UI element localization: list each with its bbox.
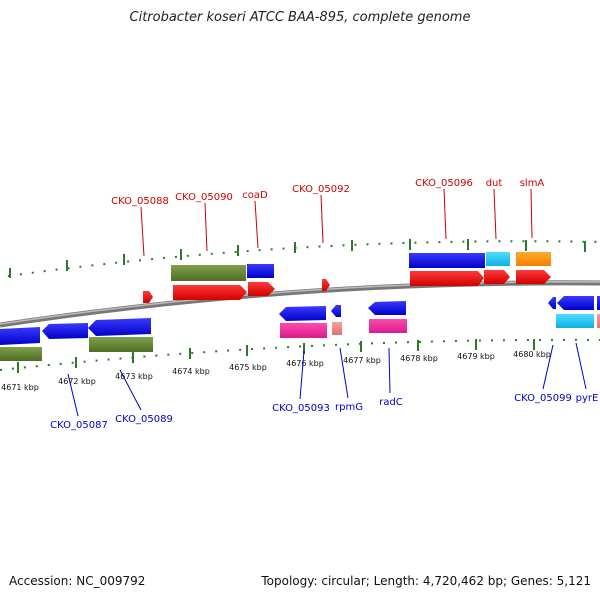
- gene-label[interactable]: CKO_05092: [292, 184, 350, 195]
- forward-leader-lines: [140, 188, 533, 257]
- kbp-tick-label: 4673 kbp: [115, 372, 153, 381]
- gene-feature[interactable]: [173, 285, 247, 300]
- gene-label[interactable]: rpmG: [335, 402, 363, 413]
- gene-label[interactable]: CKO_05087: [50, 420, 108, 431]
- forward-gene-labels: CKO_05088 CKO_05090 coaD CKO_05092 CKO_0…: [111, 178, 544, 207]
- kbp-tick-label: 4671 kbp: [1, 383, 39, 392]
- gene-label[interactable]: CKO_05099: [514, 393, 572, 404]
- gene-feature[interactable]: [171, 265, 246, 281]
- gene-feature[interactable]: [368, 301, 406, 315]
- topology-label: Topology: circular; Length: 4,720,462 bp…: [261, 574, 591, 588]
- kbp-tick-label: 4677 kbp: [343, 356, 381, 365]
- accession-label: Accession: NC_009792: [9, 574, 146, 588]
- gene-feature[interactable]: [556, 314, 594, 328]
- forward-features: [143, 252, 551, 303]
- kbp-tick-label: 4678 kbp: [400, 354, 438, 363]
- gene-label[interactable]: CKO_05088: [111, 196, 169, 207]
- gene-label[interactable]: CKO_05093: [272, 403, 330, 414]
- gene-feature[interactable]: [88, 318, 151, 336]
- kbp-tick-label: 4675 kbp: [229, 363, 267, 372]
- gene-label[interactable]: CKO_05090: [175, 192, 233, 203]
- gene-feature[interactable]: [247, 264, 274, 278]
- kbp-tick-label: 4672 kbp: [58, 377, 96, 386]
- kbp-tick-label: 4679 kbp: [457, 352, 495, 361]
- gene-feature[interactable]: [516, 270, 551, 284]
- gene-feature[interactable]: [548, 297, 556, 309]
- kbp-tick-labels: 4671 kbp 4672 kbp 4673 kbp 4674 kbp 4675…: [1, 350, 551, 392]
- upper-tick-track: [7, 239, 600, 278]
- genome-title: Citrobacter koseri ATCC BAA-895, complet…: [129, 10, 471, 25]
- reverse-leader-lines: [67, 342, 587, 417]
- gene-feature[interactable]: [409, 253, 485, 268]
- gene-feature[interactable]: [42, 323, 88, 339]
- gene-label[interactable]: slmA: [520, 178, 545, 189]
- gene-label[interactable]: CKO_05096: [415, 178, 473, 189]
- gene-label[interactable]: dut: [486, 178, 503, 189]
- gene-feature[interactable]: [280, 323, 327, 338]
- gene-feature[interactable]: [0, 327, 40, 345]
- kbp-tick-label: 4680 kbp: [513, 350, 551, 359]
- gene-feature[interactable]: [486, 252, 510, 266]
- gene-label[interactable]: radC: [379, 397, 403, 408]
- lower-tick-track: [0, 338, 600, 373]
- gene-feature[interactable]: [516, 252, 551, 266]
- gene-feature[interactable]: [557, 296, 594, 310]
- gene-feature[interactable]: [279, 306, 326, 321]
- gene-feature[interactable]: [0, 347, 42, 361]
- gene-label[interactable]: pyrE: [576, 393, 599, 404]
- gene-feature[interactable]: [369, 319, 407, 333]
- gene-feature[interactable]: [331, 305, 341, 317]
- gene-feature[interactable]: [410, 271, 484, 286]
- gene-feature[interactable]: [597, 296, 600, 310]
- gene-feature[interactable]: [322, 279, 330, 291]
- gene-feature[interactable]: [89, 337, 153, 352]
- reverse-gene-labels: CKO_05087 CKO_05089 CKO_05093 rpmG radC …: [50, 393, 598, 431]
- gene-label[interactable]: coaD: [242, 190, 268, 201]
- kbp-tick-label: 4674 kbp: [172, 367, 210, 376]
- gene-feature[interactable]: [484, 270, 510, 284]
- gene-label[interactable]: CKO_05089: [115, 414, 173, 425]
- gene-feature[interactable]: [143, 291, 153, 303]
- reverse-features: [0, 296, 600, 361]
- gene-feature[interactable]: [597, 314, 600, 328]
- gene-feature[interactable]: [248, 282, 275, 296]
- kbp-tick-label: 4676 kbp: [286, 359, 324, 368]
- gene-feature[interactable]: [332, 322, 342, 335]
